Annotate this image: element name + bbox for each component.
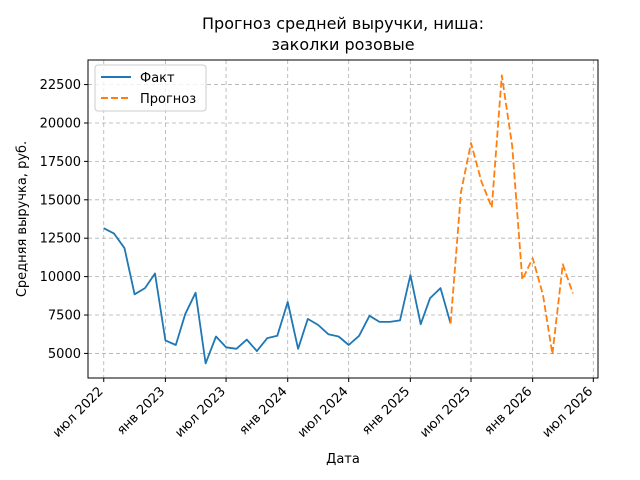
data-point [491, 207, 493, 209]
data-point [144, 287, 146, 289]
data-point [532, 257, 534, 259]
y-axis: 5000 7500 10000 12500 15000 17500 20000 22500 [40, 78, 88, 362]
data-point [389, 321, 391, 323]
y-tick-label: 20000 [40, 116, 81, 131]
data-point [175, 344, 177, 346]
data-point [358, 335, 360, 337]
data-point [338, 336, 340, 338]
data-point [103, 227, 105, 229]
grid [88, 60, 598, 378]
y-tick-label: 17500 [40, 155, 81, 170]
data-point [276, 335, 278, 337]
y-tick-label: 12500 [40, 232, 81, 247]
data-point [379, 321, 381, 323]
data-point [225, 346, 227, 348]
y-tick-label: 15000 [40, 193, 81, 208]
data-point [195, 292, 197, 294]
data-point [205, 362, 207, 364]
y-tick-label: 7500 [48, 309, 81, 324]
data-point [348, 344, 350, 346]
data-point [429, 297, 431, 299]
series-line-1 [449, 74, 574, 356]
data-point [287, 301, 289, 303]
data-point [542, 294, 544, 296]
data-point [521, 279, 523, 281]
x-axis-label: Дата [326, 452, 360, 467]
data-point [266, 337, 268, 339]
data-point [480, 180, 482, 182]
data-point [399, 319, 401, 321]
y-tick-label: 5000 [48, 347, 81, 362]
legend-label-forecast: Прогноз [140, 92, 196, 107]
data-point [297, 348, 299, 350]
data-point [317, 324, 319, 326]
plot-frame [87, 59, 599, 379]
data-point [409, 274, 411, 276]
data-point [256, 350, 258, 352]
data-point [511, 145, 513, 147]
chart-title-line-2: заколки розовые [271, 35, 414, 54]
legend-label-fact: Факт [140, 71, 175, 86]
data-point [246, 339, 248, 341]
legend: Факт Прогноз [94, 64, 207, 112]
data-point [235, 348, 237, 350]
data-point [440, 287, 442, 289]
data-point [450, 323, 452, 325]
data-point [124, 247, 126, 249]
data-point [215, 336, 217, 338]
data-point [134, 293, 136, 295]
y-tick-label: 10000 [40, 270, 81, 285]
data-point [327, 333, 329, 335]
data-point [551, 353, 553, 355]
data-point [562, 263, 564, 265]
data-point [184, 313, 186, 315]
data-point [369, 315, 371, 317]
data-point [470, 142, 472, 144]
data-point [307, 318, 309, 320]
data-point [420, 323, 422, 325]
data-point [460, 191, 462, 193]
data-point [154, 273, 156, 275]
series-line-0 [103, 227, 452, 365]
chart-title-line-1: Прогноз средней выручки, ниша: [202, 14, 484, 33]
data-point [164, 339, 166, 341]
series-layer [103, 74, 574, 365]
y-axis-label: Средняя выручка, руб. [15, 141, 30, 297]
y-tick-label: 22500 [40, 78, 81, 93]
data-point [113, 233, 115, 235]
data-point [501, 74, 503, 76]
data-point [572, 293, 574, 295]
